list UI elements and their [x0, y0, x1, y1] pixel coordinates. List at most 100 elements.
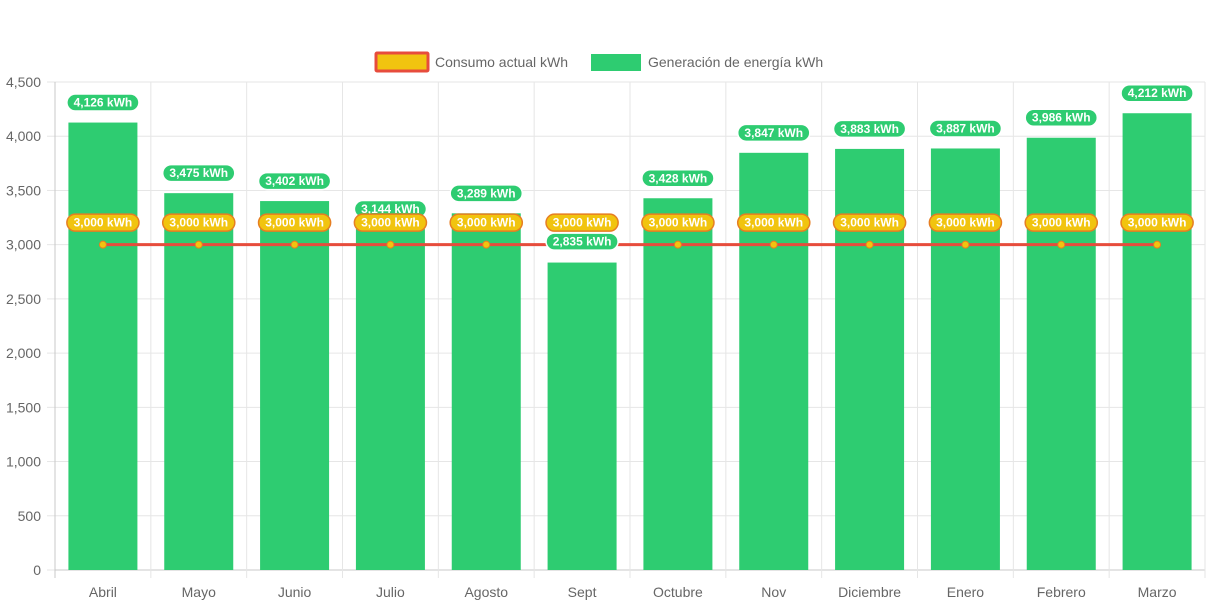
point-consumo[interactable] — [769, 240, 778, 249]
data-label-consumo-text: 3,000 kWh — [74, 216, 133, 230]
data-label-generacion: 3,289 kWh — [449, 184, 524, 203]
data-label-consumo-text: 3,000 kWh — [361, 216, 420, 230]
bar-layer — [68, 113, 1192, 571]
legend-label-consumo[interactable]: Consumo actual kWh — [435, 54, 568, 70]
data-label-generacion-bg — [257, 171, 332, 191]
data-label-consumo-text: 3,000 kWh — [840, 216, 899, 230]
y-tick-label: 1,000 — [6, 454, 41, 470]
data-label-consumo-text: 3,000 kWh — [265, 216, 324, 230]
data-label-generacion: 3,847 kWh — [736, 123, 811, 143]
data-label-consumo: 3,000 kWh — [1120, 213, 1194, 232]
x-tick-label: Julio — [376, 584, 405, 600]
data-label-generacion-bg — [1024, 108, 1099, 127]
data-label-consumo-bg — [736, 213, 811, 232]
data-label-generacion-text: 3,887 kWh — [936, 121, 995, 135]
data-label-generacion: 3,402 kWh — [257, 171, 332, 191]
x-tick-label: Marzo — [1138, 584, 1177, 600]
data-label-generacion: 2,835 kWh — [545, 232, 619, 251]
data-label-consumo-text: 3,000 kWh — [553, 216, 612, 230]
x-tick-label: Agosto — [464, 584, 508, 600]
data-label-generacion-text: 4,126 kWh — [74, 96, 133, 110]
point-consumo[interactable] — [1153, 240, 1162, 249]
data-label-consumo: 3,000 kWh — [257, 213, 332, 232]
axis-layer: 0 500 1,000 1,500 2,000 2,500 3,000 3,500 4,000 4… — [6, 74, 1177, 600]
data-label-consumo: 3,000 kWh — [353, 213, 428, 232]
data-label-consumo-text: 3,000 kWh — [457, 216, 516, 230]
bar-generacion[interactable] — [643, 198, 713, 570]
y-tick-label: 3,000 — [6, 237, 41, 253]
data-label-consumo-text: 3,000 kWh — [1032, 216, 1091, 230]
point-consumo[interactable] — [194, 240, 203, 249]
bar-generacion[interactable] — [547, 262, 617, 570]
point-consumo[interactable] — [290, 240, 299, 249]
data-label-generacion-text: 3,289 kWh — [457, 186, 516, 200]
data-label-consumo-bg — [545, 213, 619, 232]
bar-generacion[interactable] — [260, 201, 330, 570]
data-label-consumo-bg — [353, 213, 428, 232]
x-tick-label: Octubre — [653, 584, 703, 600]
data-label-generacion: 4,212 kWh — [1120, 83, 1194, 103]
data-label-generacion-bg — [832, 119, 907, 139]
data-label-generacion-text: 3,475 kWh — [169, 166, 228, 180]
legend-swatch-generacion[interactable] — [591, 54, 641, 71]
data-label-generacion: 4,126 kWh — [66, 93, 140, 112]
data-label-consumo: 3,000 kWh — [66, 213, 140, 232]
data-label-generacion-bg — [736, 123, 811, 143]
data-label-generacion-bg — [1120, 83, 1194, 103]
point-consumo[interactable] — [961, 240, 970, 249]
x-tick-label: Febrero — [1037, 584, 1086, 600]
bar-generacion[interactable] — [1122, 113, 1192, 571]
data-label-generacion-text: 4,212 kWh — [1128, 86, 1187, 100]
y-tick-label: 2,500 — [6, 291, 41, 307]
legend-swatch-consumo[interactable] — [374, 51, 430, 73]
data-label-generacion: 3,428 kWh — [641, 169, 715, 188]
y-tick-label: 1,500 — [6, 399, 41, 415]
data-label-consumo-text: 3,000 kWh — [936, 216, 995, 230]
data-label-generacion-text: 3,986 kWh — [1032, 111, 1091, 125]
data-label-generacion-bg — [641, 169, 715, 188]
data-label-generacion-text: 3,402 kWh — [265, 174, 324, 188]
data-label-consumo: 3,000 kWh — [1024, 213, 1099, 232]
bar-generacion[interactable] — [164, 193, 234, 570]
data-label-generacion-bg — [545, 232, 619, 251]
point-consumo[interactable] — [98, 240, 107, 249]
data-label-generacion-bg — [66, 93, 140, 112]
legend-label-generacion[interactable]: Generación de energía kWh — [648, 54, 823, 70]
data-label-consumo: 3,000 kWh — [832, 213, 907, 232]
point-consumo[interactable] — [673, 240, 682, 249]
x-tick-label: Enero — [947, 584, 985, 600]
data-label-consumo-bg — [1120, 213, 1194, 232]
data-label-consumo-bg — [257, 213, 332, 232]
data-label-consumo-bg — [66, 213, 140, 232]
data-label-consumo: 3,000 kWh — [161, 213, 236, 232]
data-label-generacion: 3,475 kWh — [161, 163, 236, 183]
legend[interactable]: Consumo actual kWh Generación de energía… — [374, 51, 823, 73]
data-label-generacion-bg — [928, 119, 1003, 138]
point-consumo[interactable] — [386, 240, 395, 249]
data-label-generacion: 3,883 kWh — [832, 119, 907, 139]
bar-generacion[interactable] — [930, 148, 1000, 570]
data-label-generacion-bg — [449, 184, 524, 203]
bar-generacion[interactable] — [1026, 137, 1096, 570]
point-consumo[interactable] — [482, 240, 491, 249]
data-label-generacion-text: 3,144 kWh — [361, 202, 420, 216]
bar-generacion[interactable] — [355, 229, 425, 570]
y-tick-label: 0 — [33, 562, 41, 578]
data-label-consumo-text: 3,000 kWh — [744, 216, 803, 230]
bar-generacion[interactable] — [835, 148, 905, 570]
x-tick-label: Junio — [278, 584, 312, 600]
data-label-generacion-text: 2,835 kWh — [553, 235, 612, 249]
y-tick-label: 4,500 — [6, 74, 41, 90]
data-label-generacion-text: 3,883 kWh — [840, 122, 899, 136]
bar-generacion[interactable] — [451, 213, 521, 570]
data-label-consumo: 3,000 kWh — [736, 213, 811, 232]
data-label-consumo-bg — [449, 213, 524, 232]
data-label-consumo-bg — [161, 213, 236, 232]
data-label-consumo-bg — [1024, 213, 1099, 232]
y-tick-label: 2,000 — [6, 345, 41, 361]
data-label-consumo-text: 3,000 kWh — [169, 216, 228, 230]
point-consumo[interactable] — [865, 240, 874, 249]
point-consumo[interactable] — [1057, 240, 1066, 249]
bar-generacion[interactable] — [68, 122, 138, 570]
